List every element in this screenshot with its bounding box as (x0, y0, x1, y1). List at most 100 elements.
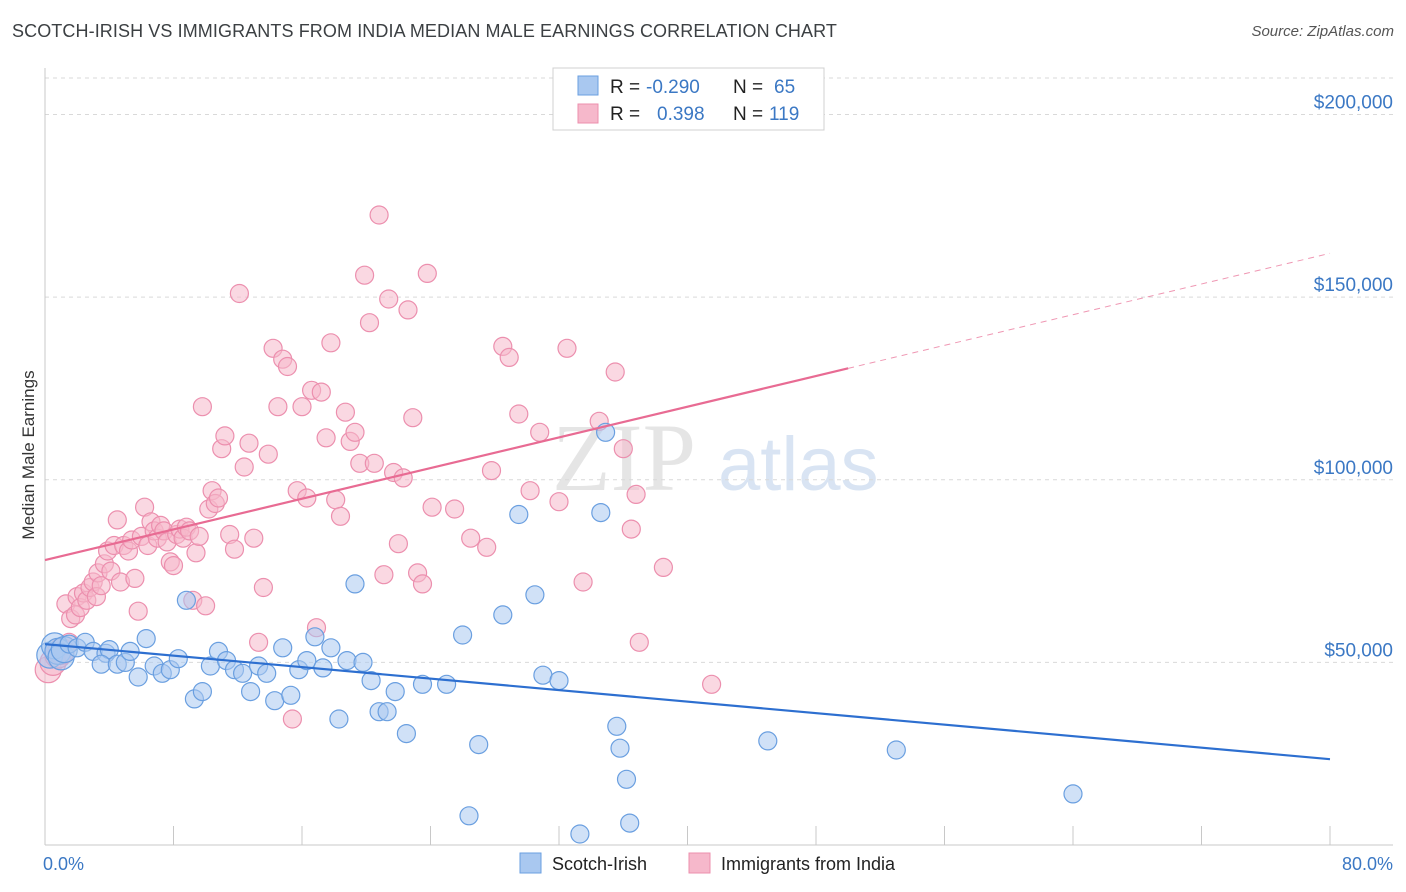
bottom-legend-swatch-scotch-irish (519, 852, 542, 874)
y-tick-labels: $50,000 $100,000 $150,000 $200,000 (1314, 93, 1393, 662)
data-point (549, 492, 569, 512)
y-tick-label-2: $150,000 (1314, 275, 1393, 296)
data-point (168, 649, 188, 669)
data-point (345, 574, 365, 594)
data-point (477, 537, 497, 557)
data-point (570, 824, 590, 844)
data-point (282, 709, 302, 729)
data-point (321, 333, 341, 353)
data-point (128, 601, 148, 621)
data-point (364, 453, 384, 473)
legend-top: R = -0.290 N = 65 R = 0.398 N = 119 (552, 67, 825, 131)
data-point (249, 632, 269, 652)
data-point (330, 506, 351, 526)
data-point (396, 723, 416, 744)
data-point (273, 638, 293, 658)
data-point (241, 681, 261, 702)
data-point (224, 539, 245, 559)
data-point (509, 404, 529, 424)
legend-n-value-2: 119 (769, 104, 799, 125)
watermark-atlas: atlas (718, 422, 879, 507)
y-tick-label-0: $50,000 (1324, 640, 1393, 661)
data-point (701, 674, 722, 694)
data-point (281, 685, 301, 705)
data-point (481, 461, 502, 481)
legend-r-value-1: -0.290 (646, 77, 700, 98)
data-point (163, 555, 184, 576)
data-point (591, 502, 611, 523)
bottom-legend-india: Immigrants from India (721, 854, 896, 874)
x-tick-label-min: 0.0% (43, 854, 84, 874)
data-point (353, 652, 373, 673)
data-point (208, 488, 229, 508)
data-point (277, 356, 298, 377)
data-point (605, 362, 625, 382)
scotch-irish-trend-line (44, 643, 1331, 761)
data-point (626, 484, 646, 504)
bottom-legend-swatch-india (688, 852, 711, 874)
data-point (629, 632, 649, 652)
axes (44, 68, 1393, 846)
data-point (233, 663, 253, 683)
india-trend-extension (848, 252, 1331, 369)
data-point (886, 740, 906, 760)
legend-r-label-2: R = (610, 104, 640, 125)
data-point (377, 702, 397, 722)
data-point (445, 499, 465, 519)
data-point (297, 650, 317, 671)
data-point (176, 590, 196, 610)
data-point (1063, 784, 1083, 804)
data-point (326, 490, 346, 510)
data-point (337, 650, 357, 671)
data-point (196, 596, 216, 616)
data-point (493, 605, 513, 625)
data-point (321, 638, 341, 658)
data-point (239, 433, 259, 453)
legend-n-label-1: N = (733, 77, 763, 98)
india-trend-line (44, 367, 849, 562)
data-point (369, 205, 389, 225)
data-point (305, 627, 325, 647)
data-point (345, 422, 365, 442)
data-point (509, 504, 529, 525)
legend-r-label-1: R = (610, 77, 640, 98)
y-axis-label: Median Male Earnings (19, 370, 38, 539)
data-point (437, 674, 457, 694)
data-point (653, 557, 674, 578)
data-point (461, 528, 481, 548)
data-point (265, 691, 285, 711)
trend-lines (44, 252, 1331, 761)
data-point (244, 528, 264, 548)
data-point (499, 347, 519, 367)
data-point (385, 681, 405, 702)
data-point (125, 568, 145, 589)
data-point (621, 519, 641, 539)
data-point (192, 397, 212, 417)
data-point (533, 665, 553, 685)
data-point (215, 426, 235, 446)
data-point (412, 574, 433, 594)
data-point (107, 510, 127, 530)
data-point (607, 716, 627, 736)
data-point (403, 408, 423, 428)
bottom-legend-scotch-irish: Scotch-Irish (552, 854, 647, 874)
data-point (311, 382, 331, 402)
data-point (417, 263, 437, 283)
data-point (229, 283, 249, 304)
data-point (520, 481, 540, 501)
data-point (557, 338, 577, 358)
data-point (412, 674, 433, 694)
data-point (610, 738, 630, 758)
data-point (393, 468, 413, 488)
gridlines (45, 77, 1393, 663)
legend-n-label-2: N = (733, 104, 763, 125)
data-point (361, 670, 381, 691)
chart-source: Source: ZipAtlas.com (1251, 23, 1394, 40)
data-point (573, 572, 593, 592)
y-tick-label-3: $200,000 (1314, 93, 1393, 114)
data-point (189, 526, 209, 547)
legend-n-value-1: 65 (774, 77, 795, 98)
data-point (91, 654, 111, 674)
data-point (530, 422, 550, 442)
data-point (453, 625, 473, 645)
